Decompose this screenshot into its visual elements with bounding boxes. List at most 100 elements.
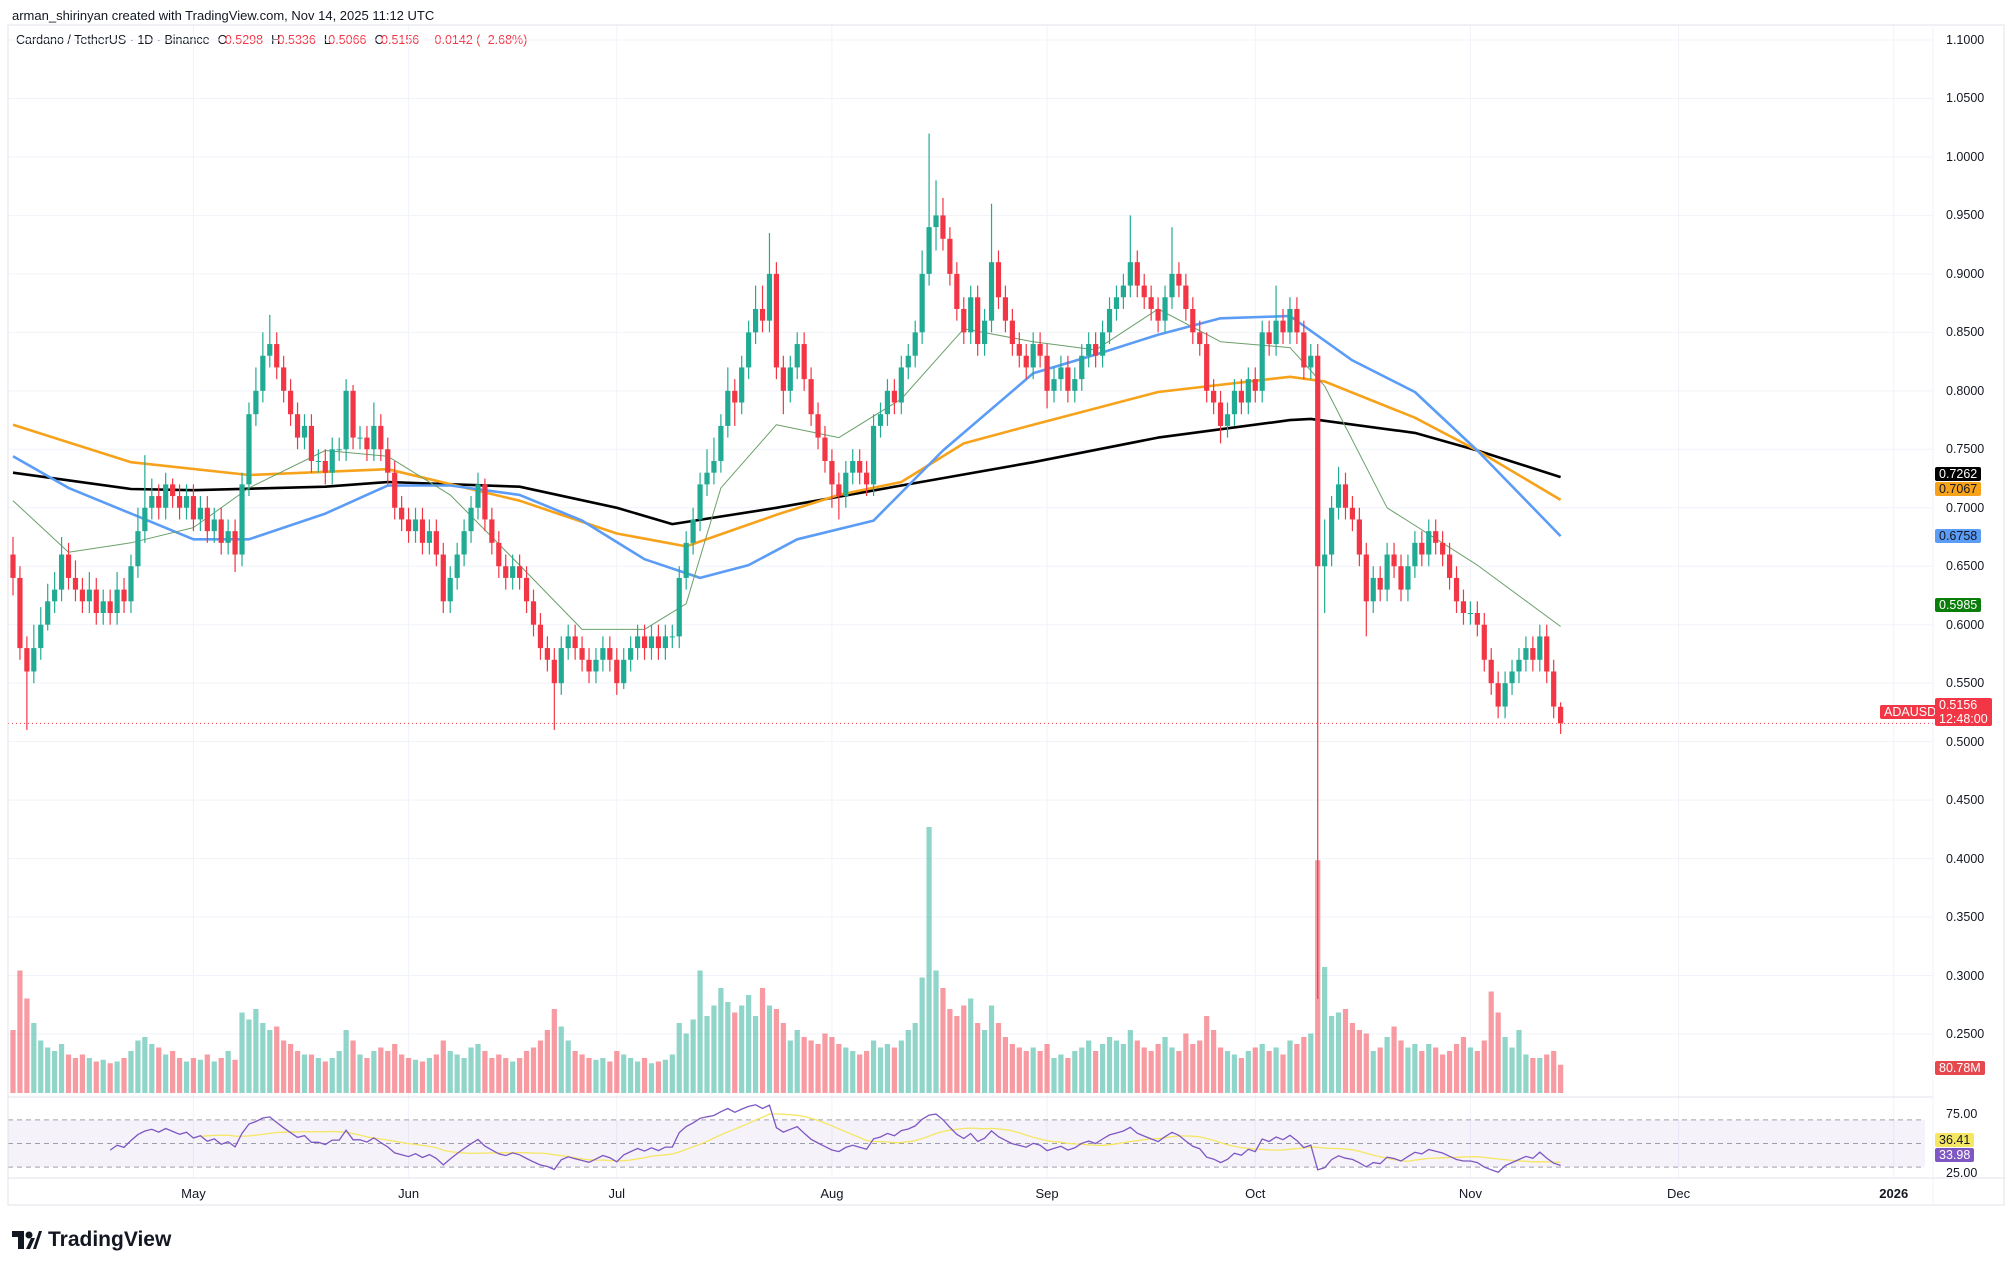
candle-body	[142, 507, 148, 532]
candle-body	[1537, 636, 1543, 660]
candle	[1377, 566, 1383, 602]
ma200-tag: 0.7262	[1935, 467, 1982, 481]
candle	[183, 484, 190, 520]
volume-bar	[1412, 1044, 1418, 1093]
candle	[836, 472, 842, 520]
candle-body	[329, 449, 335, 473]
candle	[399, 496, 405, 532]
candle	[1245, 367, 1251, 415]
candle-body	[225, 531, 231, 543]
chart-credit: arman_shirinyan created with TradingView…	[12, 8, 435, 23]
price-tick-label: 0.8500	[1946, 325, 1985, 340]
volume-bar	[836, 1044, 842, 1093]
price-tick-label: 0.4000	[1946, 851, 1985, 866]
candle-body	[1301, 332, 1307, 368]
volume-bar	[1308, 1033, 1314, 1093]
candle-body	[940, 215, 946, 239]
candle	[815, 402, 821, 450]
candle	[1544, 624, 1550, 684]
candle-body	[447, 577, 453, 602]
candle	[1294, 297, 1300, 345]
volume-bar	[607, 1061, 613, 1093]
candle-body	[1446, 554, 1453, 578]
candle-body	[392, 472, 398, 508]
volume-bar	[593, 1059, 599, 1093]
candle	[86, 572, 92, 614]
candle-body	[1308, 355, 1314, 368]
candle-body	[565, 636, 571, 649]
candle-body	[378, 425, 384, 450]
volume-bar	[163, 1054, 169, 1093]
candle	[405, 507, 412, 543]
volume-bar	[190, 1058, 197, 1093]
candle-body	[530, 601, 537, 625]
candle-body	[1204, 344, 1210, 391]
volume-bar	[961, 1005, 967, 1093]
volume-bar	[399, 1054, 405, 1093]
candle-body	[1079, 355, 1085, 380]
candle	[517, 554, 523, 590]
volume-bar	[1211, 1030, 1217, 1093]
ma50-line	[12, 314, 1562, 580]
volume-bar	[1287, 1040, 1293, 1093]
volume-bar	[725, 1002, 731, 1093]
candle	[1266, 320, 1272, 356]
volume-bar	[1252, 1047, 1258, 1093]
candle	[315, 449, 321, 473]
candle-body	[475, 484, 481, 508]
candle	[503, 554, 509, 590]
candle-body	[1398, 566, 1404, 590]
candle	[1342, 472, 1349, 520]
candle-body	[1467, 613, 1473, 615]
price-tick-label: 0.7500	[1946, 442, 1985, 457]
candle-body	[850, 460, 856, 473]
volume-bar	[1356, 1030, 1362, 1093]
candle	[419, 507, 426, 555]
volume-bar	[322, 1061, 328, 1093]
candle-body	[288, 390, 294, 415]
volume-bar	[79, 1054, 85, 1093]
time-tick-label: Aug	[820, 1186, 844, 1201]
volume-bar	[919, 977, 925, 1093]
candle	[919, 250, 925, 345]
candle	[1148, 285, 1154, 321]
tradingview-logo[interactable]: TradingView	[12, 1228, 171, 1252]
candle	[690, 507, 696, 555]
price-tick-label: 1.0000	[1946, 149, 1985, 164]
candle	[24, 636, 30, 730]
candle	[1335, 466, 1342, 520]
volume-bar	[655, 1061, 662, 1093]
candle-body	[1224, 414, 1231, 426]
candle-body	[1273, 320, 1279, 345]
volume-bar	[45, 1047, 51, 1093]
candle	[725, 367, 731, 438]
candle	[225, 519, 231, 555]
candle-body	[1072, 379, 1078, 391]
volume-bar	[1363, 1033, 1369, 1093]
candle-body	[1231, 390, 1238, 415]
candle-body	[1093, 344, 1099, 356]
candle	[1370, 566, 1376, 614]
candle-body	[10, 554, 16, 578]
candle	[100, 589, 106, 625]
candle	[1176, 262, 1182, 298]
volume-bar	[378, 1047, 384, 1093]
candle	[864, 460, 870, 497]
candle	[669, 624, 675, 649]
candle	[780, 355, 786, 415]
candle-body	[336, 449, 342, 451]
candle	[1558, 702, 1564, 734]
volume-bar	[1259, 1044, 1265, 1093]
candle	[635, 624, 641, 660]
logo-text: TradingView	[48, 1228, 172, 1251]
candle-body	[364, 437, 370, 450]
candle-body	[246, 414, 252, 485]
volume-bar	[128, 1051, 134, 1093]
candle-body	[1037, 344, 1043, 356]
candle-body	[1315, 355, 1321, 567]
candle-body	[17, 577, 23, 649]
volume-bar	[1537, 1058, 1543, 1093]
volume-bar	[1245, 1051, 1251, 1093]
candle-body	[1280, 320, 1286, 333]
